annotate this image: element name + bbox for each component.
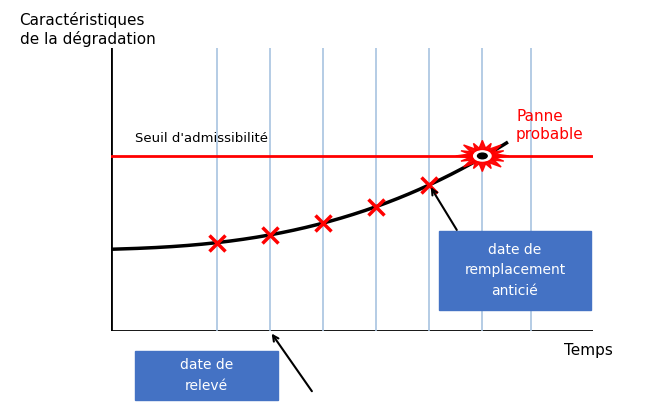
Text: Panne
probable: Panne probable: [516, 109, 584, 142]
Text: Caractéristiques
de la dégradation: Caractéristiques de la dégradation: [20, 12, 155, 47]
Circle shape: [477, 153, 487, 159]
FancyBboxPatch shape: [439, 231, 591, 310]
Polygon shape: [456, 140, 509, 172]
Circle shape: [473, 151, 491, 161]
Text: Seuil d'admissibilité: Seuil d'admissibilité: [135, 132, 268, 145]
Text: Temps: Temps: [564, 343, 613, 358]
Text: date de
remplacement
anticié: date de remplacement anticié: [464, 243, 565, 298]
Polygon shape: [461, 143, 504, 168]
Text: date de
relevé: date de relevé: [180, 358, 233, 393]
